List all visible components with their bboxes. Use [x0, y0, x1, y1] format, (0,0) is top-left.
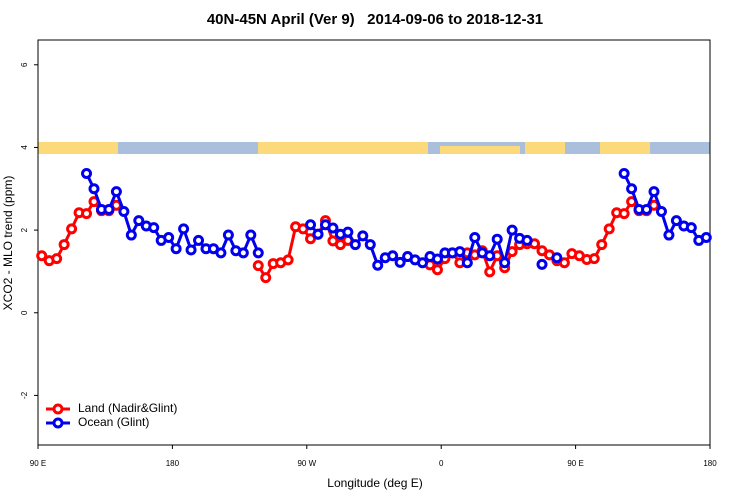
- y-tick-label: 6: [20, 62, 29, 67]
- series-marker: [357, 230, 369, 242]
- series-marker: [491, 233, 503, 245]
- series-marker: [305, 219, 317, 231]
- series-marker: [185, 244, 197, 256]
- series-marker: [372, 259, 384, 271]
- series-marker: [282, 254, 294, 266]
- series-marker: [252, 260, 264, 272]
- y-axis-label: XCO2 - MLO trend (ppm): [1, 176, 15, 311]
- series-marker: [558, 257, 570, 269]
- series-marker: [506, 224, 518, 236]
- x-tick-label: 180: [703, 459, 717, 468]
- series-marker: [349, 239, 361, 251]
- series-marker: [431, 253, 443, 265]
- plot-frame: [37, 39, 711, 446]
- series-marker: [252, 247, 264, 259]
- series-marker: [305, 233, 317, 245]
- series-marker: [618, 167, 630, 179]
- series-marker: [193, 234, 205, 246]
- series-marker: [66, 223, 78, 235]
- series-marker: [178, 223, 190, 235]
- series-marker: [700, 232, 712, 244]
- series-marker: [394, 256, 406, 268]
- x-axis-label: Longitude (deg E): [327, 476, 422, 490]
- series-marker: [81, 167, 93, 179]
- series-marker: [648, 186, 660, 198]
- series-marker: [118, 206, 130, 218]
- series-marker: [663, 229, 675, 241]
- series-marker: [454, 246, 466, 258]
- series-marker: [36, 250, 48, 262]
- series-marker: [521, 234, 533, 246]
- series-marker: [536, 258, 548, 270]
- series-marker: [148, 222, 160, 234]
- series-marker: [222, 229, 234, 241]
- series-marker: [327, 222, 339, 234]
- y-tick-label: 4: [20, 145, 29, 150]
- chart-title: 40N-45N April (Ver 9) 2014-09-06 to 2018…: [207, 11, 543, 28]
- series-marker: [461, 257, 473, 269]
- series-marker: [58, 239, 70, 251]
- series-marker: [469, 232, 481, 244]
- series-marker: [588, 253, 600, 265]
- land-ocean-strip: [38, 142, 710, 154]
- series-marker: [685, 222, 697, 234]
- series-marker: [387, 250, 399, 262]
- series-marker: [596, 239, 608, 251]
- series-marker: [342, 226, 354, 238]
- x-tick-label: 180: [166, 459, 180, 468]
- legend-swatch-marker: [52, 403, 64, 415]
- series-marker: [551, 252, 563, 264]
- x-tick-label: 0: [439, 459, 444, 468]
- y-tick-label: 2: [20, 227, 29, 232]
- series-marker: [431, 264, 443, 276]
- legend-label: Land (Nadir&Glint): [78, 401, 177, 415]
- legend-label: Ocean (Glint): [78, 415, 149, 429]
- series-marker: [655, 206, 667, 218]
- x-tick-label: 90 W: [297, 459, 316, 468]
- series-marker: [670, 215, 682, 227]
- series-marker: [364, 239, 376, 251]
- series-marker: [626, 183, 638, 195]
- series-marker: [499, 257, 511, 269]
- series-marker: [245, 229, 257, 241]
- series-marker: [312, 228, 324, 240]
- series-marker: [133, 215, 145, 227]
- legend-swatch-marker: [52, 417, 64, 429]
- series-marker: [125, 229, 137, 241]
- series-marker: [215, 247, 227, 259]
- series-marker: [110, 186, 122, 198]
- series-marker: [603, 223, 615, 235]
- y-tick-label: 0: [20, 310, 29, 315]
- series-marker: [237, 247, 249, 259]
- series-marker: [51, 253, 63, 265]
- series-marker: [81, 208, 93, 220]
- x-tick-label: 90 E: [30, 459, 46, 468]
- series-marker: [641, 203, 653, 215]
- series-marker: [484, 250, 496, 262]
- series-marker: [618, 208, 630, 220]
- series-marker: [103, 203, 115, 215]
- series-marker: [260, 272, 272, 284]
- series-marker: [417, 257, 429, 269]
- series-marker: [484, 266, 496, 278]
- y-tick-label: -2: [20, 391, 29, 399]
- x-tick-label: 90 E: [567, 459, 583, 468]
- series-marker: [163, 232, 175, 244]
- series-marker: [88, 183, 100, 195]
- series-marker: [170, 243, 182, 255]
